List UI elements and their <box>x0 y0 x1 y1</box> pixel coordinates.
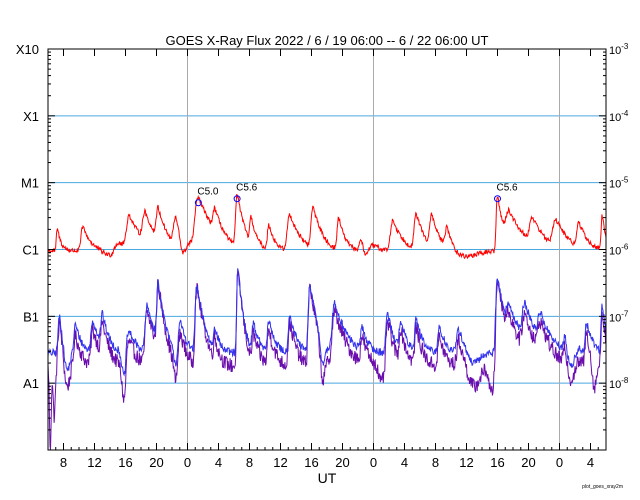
flare-label: C5.0 <box>197 187 219 198</box>
flare-marker <box>494 195 501 203</box>
x-axis-tick-label: 12 <box>87 455 101 470</box>
plot-credit: plot_goes_xray2m <box>582 484 623 490</box>
x-axis-tick-label: 20 <box>521 455 535 470</box>
right-axis-flux-powers: 10-3 10-4 10-5 10-6 10-7 10-8 <box>599 42 629 391</box>
right-axis-label: 10-4 <box>609 109 629 124</box>
flare-annotations: C5.0 C5.6 C5.6 <box>194 183 519 207</box>
series-layer <box>47 193 607 451</box>
chart-title: GOES X-Ray Flux 2022 / 6 / 19 06:00 -- 6… <box>166 33 489 48</box>
flux-series-short-upper <box>47 268 607 377</box>
x-axis-tick-label: 4 <box>215 455 222 470</box>
right-axis-label: 10-5 <box>609 176 629 191</box>
flux-series-short <box>47 268 607 451</box>
left-axis-label: M1 <box>21 176 39 191</box>
x-axis-tick-label: 16 <box>490 455 504 470</box>
left-axis-label: X10 <box>16 42 39 57</box>
flare-label: C5.6 <box>236 183 258 194</box>
left-axis-label: C1 <box>22 243 39 258</box>
x-axis-tick-label: 8 <box>60 455 67 470</box>
grid-lines <box>48 49 606 450</box>
x-axis-tick-label: 12 <box>273 455 287 470</box>
flux-series-long <box>47 193 607 260</box>
x-axis-tick-label: 16 <box>118 455 132 470</box>
left-axis-goes-classes: X10 X1 M1 C1 B1 A1 <box>16 42 606 431</box>
x-axis-hours: 8 12 16 20 0 4 8 12 16 20 0 4 8 12 16 20 0 4 <box>47 49 607 470</box>
x-axis-tick-label: 4 <box>587 455 594 470</box>
x-axis-tick-label: 12 <box>459 455 473 470</box>
x-axis-tick-label: 20 <box>149 455 163 470</box>
flare-marker <box>194 199 202 207</box>
x-axis-tick-label: 8 <box>246 455 253 470</box>
left-axis-label: X1 <box>23 109 39 124</box>
right-axis-label: 10-3 <box>609 42 629 57</box>
x-axis-tick-label: 0 <box>370 455 377 470</box>
x-axis-tick-label: 8 <box>432 455 439 470</box>
right-axis-label: 10-7 <box>609 309 629 324</box>
flare-label: C5.6 <box>497 183 519 194</box>
right-axis-label: 10-6 <box>609 243 629 258</box>
right-axis-label: 10-8 <box>609 376 629 391</box>
left-axis-label: B1 <box>23 309 39 324</box>
flare-marker <box>233 195 241 203</box>
x-axis-label: UT <box>318 470 337 486</box>
x-axis-tick-label: 0 <box>556 455 563 470</box>
x-axis-tick-label: 0 <box>184 455 191 470</box>
x-axis-tick-label: 16 <box>304 455 318 470</box>
x-axis-tick-label: 20 <box>335 455 349 470</box>
x-axis-tick-label: 4 <box>401 455 408 470</box>
left-axis-label: A1 <box>23 376 39 391</box>
